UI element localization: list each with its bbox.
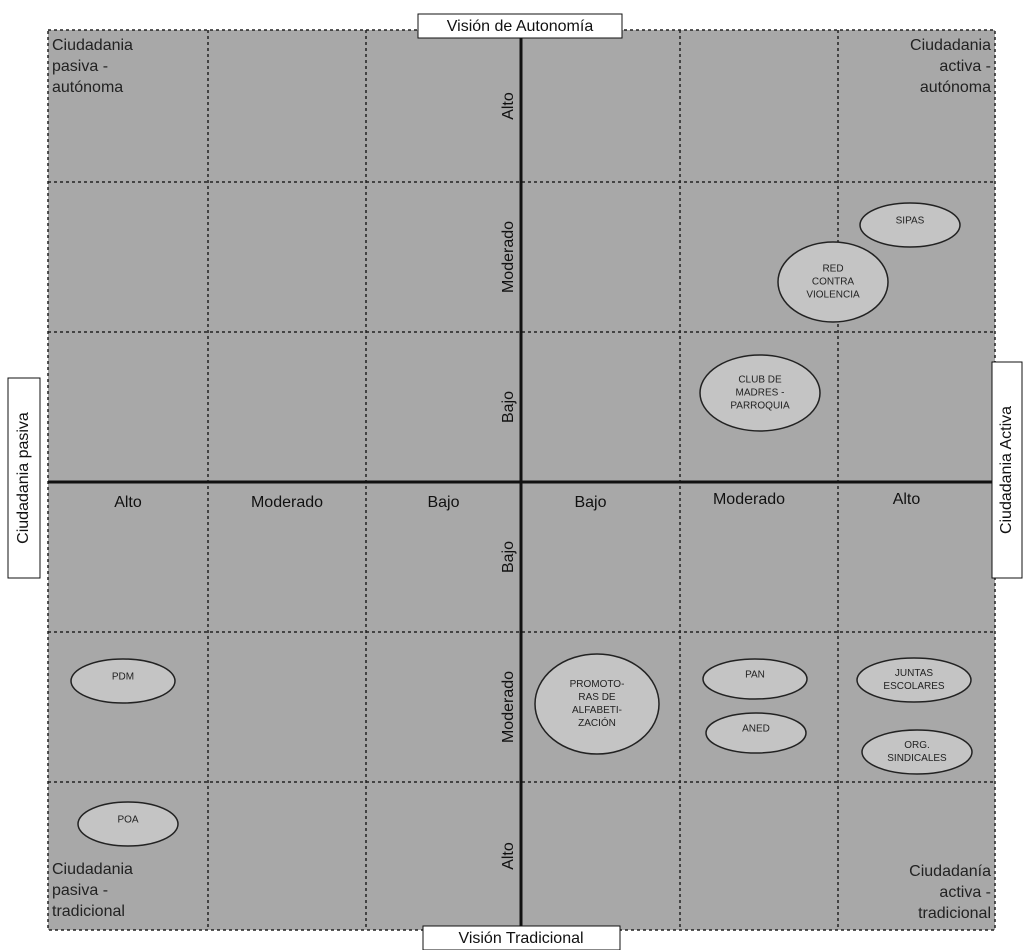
horizontal-scale-label: Alto: [893, 491, 921, 508]
bottom-axis-box: [422, 925, 621, 950]
node: [534, 653, 660, 755]
node-label: JUNTAS: [895, 668, 933, 679]
node: [859, 202, 961, 248]
vertical-scale-label: Bajo: [500, 391, 517, 423]
grid: [48, 30, 995, 930]
quadrant-label: Ciudadania: [910, 37, 991, 54]
node-label: SIPAS: [896, 216, 925, 227]
node: [861, 729, 973, 775]
quadrant-label: pasiva -: [52, 58, 108, 75]
quadrant-label: tradicional: [918, 905, 991, 922]
node-label: ORG.: [904, 740, 930, 751]
top-axis-box: [417, 13, 623, 39]
node-label: SINDICALES: [887, 753, 947, 764]
node-label: ZACIÓN: [578, 716, 616, 729]
node-label: CONTRA: [812, 277, 855, 288]
node: [705, 712, 807, 754]
node-label: PAN: [745, 670, 765, 681]
horizontal-scale-label: Bajo: [427, 494, 459, 511]
bottom-axis-label: Visión Tradicional: [458, 930, 583, 947]
node-label: VIOLENCIA: [806, 290, 860, 301]
left-axis-label: Ciudadania pasiva: [15, 412, 32, 544]
node-label: PDM: [112, 672, 134, 683]
node-label: ANED: [742, 724, 770, 735]
node-label: POA: [117, 815, 138, 826]
horizontal-scale-label: Bajo: [574, 494, 606, 511]
quadrant-label: tradicional: [52, 903, 125, 920]
vertical-scale-label: Bajo: [500, 541, 517, 573]
horizontal-scale-label: Moderado: [713, 491, 785, 508]
right-axis-label: Ciudadania Activa: [998, 406, 1015, 534]
node: [70, 658, 176, 704]
quadrant-label: activa -: [939, 58, 991, 75]
node-label: CLUB DE: [738, 375, 782, 386]
left-axis-box: [7, 377, 41, 579]
quadrant-label: Ciudadanía: [909, 863, 991, 880]
node: [856, 657, 972, 703]
node: [77, 801, 179, 847]
vertical-scale-label: Alto: [500, 92, 517, 120]
right-axis-box: [991, 361, 1023, 579]
node-label: RAS DE: [578, 692, 616, 703]
vertical-scale-label: Alto: [500, 842, 517, 870]
top-axis-label: Visión de Autonomía: [447, 18, 594, 35]
quadrant-label: pasiva -: [52, 882, 108, 899]
node: [702, 658, 808, 700]
node-label: PROMOTO-: [570, 679, 625, 690]
horizontal-scale-label: Moderado: [251, 494, 323, 511]
node: [777, 241, 889, 323]
quadrant-label: autónoma: [52, 79, 123, 96]
vertical-scale-label: Moderado: [500, 671, 517, 743]
vertical-scale-label: Moderado: [500, 221, 517, 293]
quadrant-label: activa -: [939, 884, 991, 901]
quadrant-label: Ciudadania: [52, 37, 133, 54]
node-label: ESCOLARES: [883, 681, 944, 692]
quadrant-label: Ciudadania: [52, 861, 133, 878]
node-label: ALFABETI-: [572, 705, 622, 716]
node: [699, 354, 821, 432]
node-label: MADRES -: [736, 388, 785, 399]
node-label: RED: [822, 264, 843, 275]
quadrant-label: autónoma: [920, 79, 991, 96]
horizontal-scale-label: Alto: [114, 494, 142, 511]
node-label: PARROQUIA: [730, 401, 790, 412]
